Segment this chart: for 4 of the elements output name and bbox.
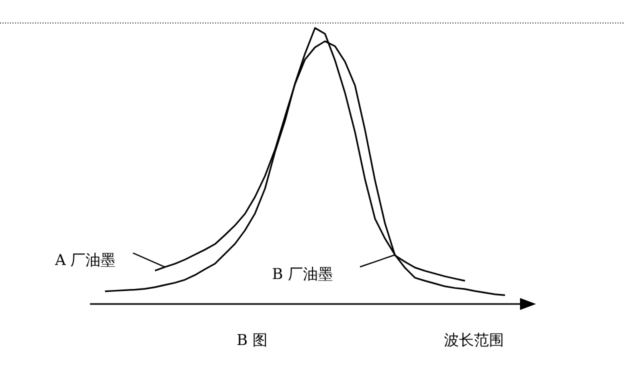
x-axis-title: 波长范围 xyxy=(444,331,504,349)
legend-label: A 厂油墨 xyxy=(54,251,116,270)
text: B 厂油墨 xyxy=(272,264,333,283)
text: B 图 xyxy=(236,331,268,349)
